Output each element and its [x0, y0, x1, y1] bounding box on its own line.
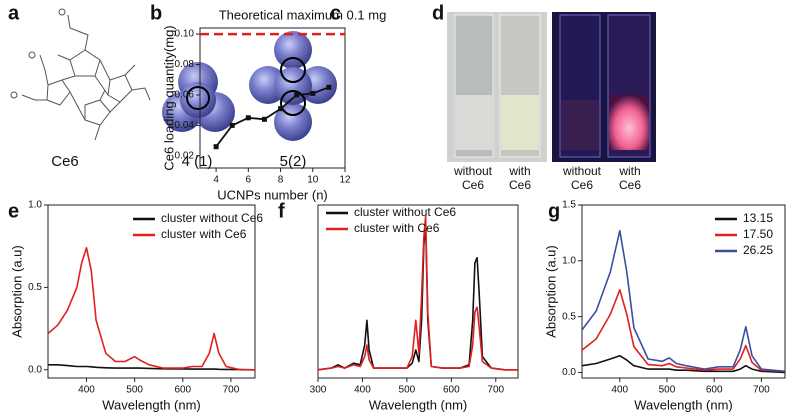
- plot-frame: [581, 204, 786, 379]
- x-tick-label: 4: [213, 175, 219, 186]
- marker: [326, 84, 332, 90]
- x-tick-label: 400: [611, 385, 628, 396]
- series-line: [215, 86, 330, 148]
- marker: [294, 92, 300, 98]
- x-axis-label: Wavelength (nm): [369, 397, 468, 412]
- photo-caption: without: [453, 164, 493, 178]
- photo-fluorescence: [552, 12, 656, 162]
- y-tick-label: 0.02: [175, 150, 195, 161]
- caption: 5(2): [280, 153, 307, 170]
- cluster-5: [249, 31, 337, 141]
- legend-label: cluster without Ce6: [161, 211, 263, 225]
- y-tick-label: 0.10: [175, 29, 195, 40]
- y-axis-label: Absorption (a.u): [9, 245, 24, 338]
- legend-label: cluster with Ce6: [161, 227, 247, 241]
- panel-label: a: [8, 2, 20, 24]
- plot-frame: [199, 27, 346, 169]
- y-tick-label: 0.5: [562, 311, 576, 322]
- x-tick-label: 600: [443, 385, 460, 396]
- y-axis-label: Ce6 loading quantity(mg): [161, 25, 176, 170]
- panel-label: b: [150, 2, 162, 24]
- y-tick-label: 0.0: [562, 367, 576, 378]
- x-axis-label: UCNPs number (n): [217, 187, 328, 202]
- y-tick-label: 0.08: [175, 59, 195, 70]
- marker: [310, 90, 316, 96]
- x-axis-label: Wavelength (nm): [634, 397, 733, 412]
- marker: [213, 144, 219, 150]
- y-tick-label: 1.0: [28, 200, 42, 211]
- marker: [278, 106, 284, 112]
- x-tick-label: 6: [246, 175, 252, 186]
- annotation: Theoretical maximum 0.1 mg: [219, 7, 387, 22]
- panel-label: f: [278, 200, 285, 222]
- panel-label: e: [8, 200, 19, 222]
- x-tick-label: 500: [399, 385, 416, 396]
- x-tick-label: 700: [487, 385, 504, 396]
- y-tick-label: 0.04: [175, 120, 195, 131]
- x-tick-label: 10: [307, 175, 319, 186]
- photo-caption: with: [508, 164, 530, 178]
- y-tick-label: 1.0: [562, 255, 576, 266]
- panel-label: c: [330, 2, 341, 24]
- photo-caption: with: [618, 164, 640, 178]
- series-line: [48, 364, 256, 371]
- x-tick-label: 300: [310, 385, 327, 396]
- photo-caption: Ce6: [619, 178, 641, 192]
- x-tick-label: 700: [753, 385, 770, 396]
- x-tick-label: 400: [78, 385, 95, 396]
- series-line: [581, 354, 786, 374]
- y-tick-label: 0.0: [28, 364, 42, 375]
- y-tick-label: 1.5: [562, 200, 576, 211]
- photo-daylight: [447, 12, 547, 162]
- molecule-sketch: [10, 8, 151, 141]
- series-line: [581, 229, 786, 373]
- legend-label: cluster with Ce6: [354, 221, 440, 235]
- cluster-4: [162, 62, 235, 132]
- photo-caption: Ce6: [462, 178, 484, 192]
- x-tick-label: 12: [339, 175, 351, 186]
- legend-label: 13.15: [743, 211, 773, 225]
- x-tick-label: 500: [126, 385, 143, 396]
- y-tick-label: 0.5: [28, 282, 42, 293]
- caption: 4 (1): [182, 153, 213, 170]
- series-line: [581, 289, 786, 373]
- plot-frame: [317, 204, 519, 379]
- x-tick-label: 600: [706, 385, 723, 396]
- photo-caption: without: [562, 164, 602, 178]
- x-axis-label: Wavelength (nm): [102, 397, 201, 412]
- y-tick-label: 0.06: [175, 90, 195, 101]
- legend-label: cluster without Ce6: [354, 205, 456, 219]
- marker: [245, 115, 251, 121]
- marker: [229, 122, 235, 128]
- marker: [261, 116, 267, 122]
- panel-label: g: [548, 200, 560, 222]
- series-line: [47, 247, 255, 371]
- series-line: [317, 215, 518, 371]
- x-tick-label: 600: [174, 385, 191, 396]
- legend-label: 17.50: [743, 227, 773, 241]
- x-tick-label: 8: [278, 175, 284, 186]
- plot-frame: [47, 204, 256, 379]
- legend-label: 26.25: [743, 243, 773, 257]
- y-axis-label: Absorption (a.u): [543, 245, 558, 338]
- photo-caption: Ce6: [571, 178, 593, 192]
- photo-caption: Ce6: [509, 178, 531, 192]
- x-tick-label: 500: [659, 385, 676, 396]
- caption: Ce6: [51, 153, 79, 170]
- x-tick-label: 400: [354, 385, 371, 396]
- x-tick-label: 700: [223, 385, 240, 396]
- panel-label: d: [432, 2, 444, 24]
